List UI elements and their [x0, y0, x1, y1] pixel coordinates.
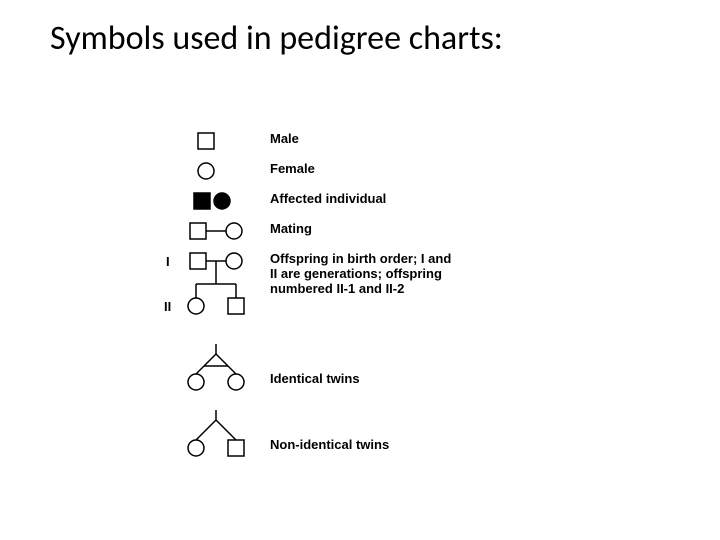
- legend-label: Female: [270, 160, 315, 177]
- symbol-mating: [160, 220, 270, 242]
- symbol-affected: [160, 190, 270, 212]
- legend-row: Female: [160, 160, 560, 182]
- legend-row: Affected individual: [160, 190, 560, 212]
- symbol-identical-twins: [160, 342, 270, 394]
- legend-label: Male: [270, 130, 299, 147]
- slide: Symbols used in pedigree charts: Male Fe…: [0, 0, 720, 540]
- pedigree-legend: Male Female Affected individual: [160, 130, 560, 468]
- gen-label-2: II: [164, 299, 171, 314]
- symbol-female: [160, 160, 270, 182]
- legend-label: Affected individual: [270, 190, 386, 207]
- legend-row: I II Offspring in birth order; I and II …: [160, 250, 560, 328]
- page-title: Symbols used in pedigree charts:: [50, 18, 503, 59]
- legend-label: Offspring in birth order; I and II are g…: [270, 250, 460, 297]
- legend-row: Non-identical twins: [160, 408, 560, 460]
- legend-label: Non-identical twins: [270, 408, 389, 453]
- legend-row: Mating: [160, 220, 560, 242]
- symbol-male: [160, 130, 270, 152]
- legend-label: Mating: [270, 220, 312, 237]
- legend-row: Identical twins: [160, 342, 560, 394]
- symbol-nonidentical-twins: [160, 408, 270, 460]
- legend-row: Male: [160, 130, 560, 152]
- symbol-offspring: I II: [160, 250, 270, 328]
- legend-label: Identical twins: [270, 342, 360, 387]
- gen-label-1: I: [166, 254, 170, 269]
